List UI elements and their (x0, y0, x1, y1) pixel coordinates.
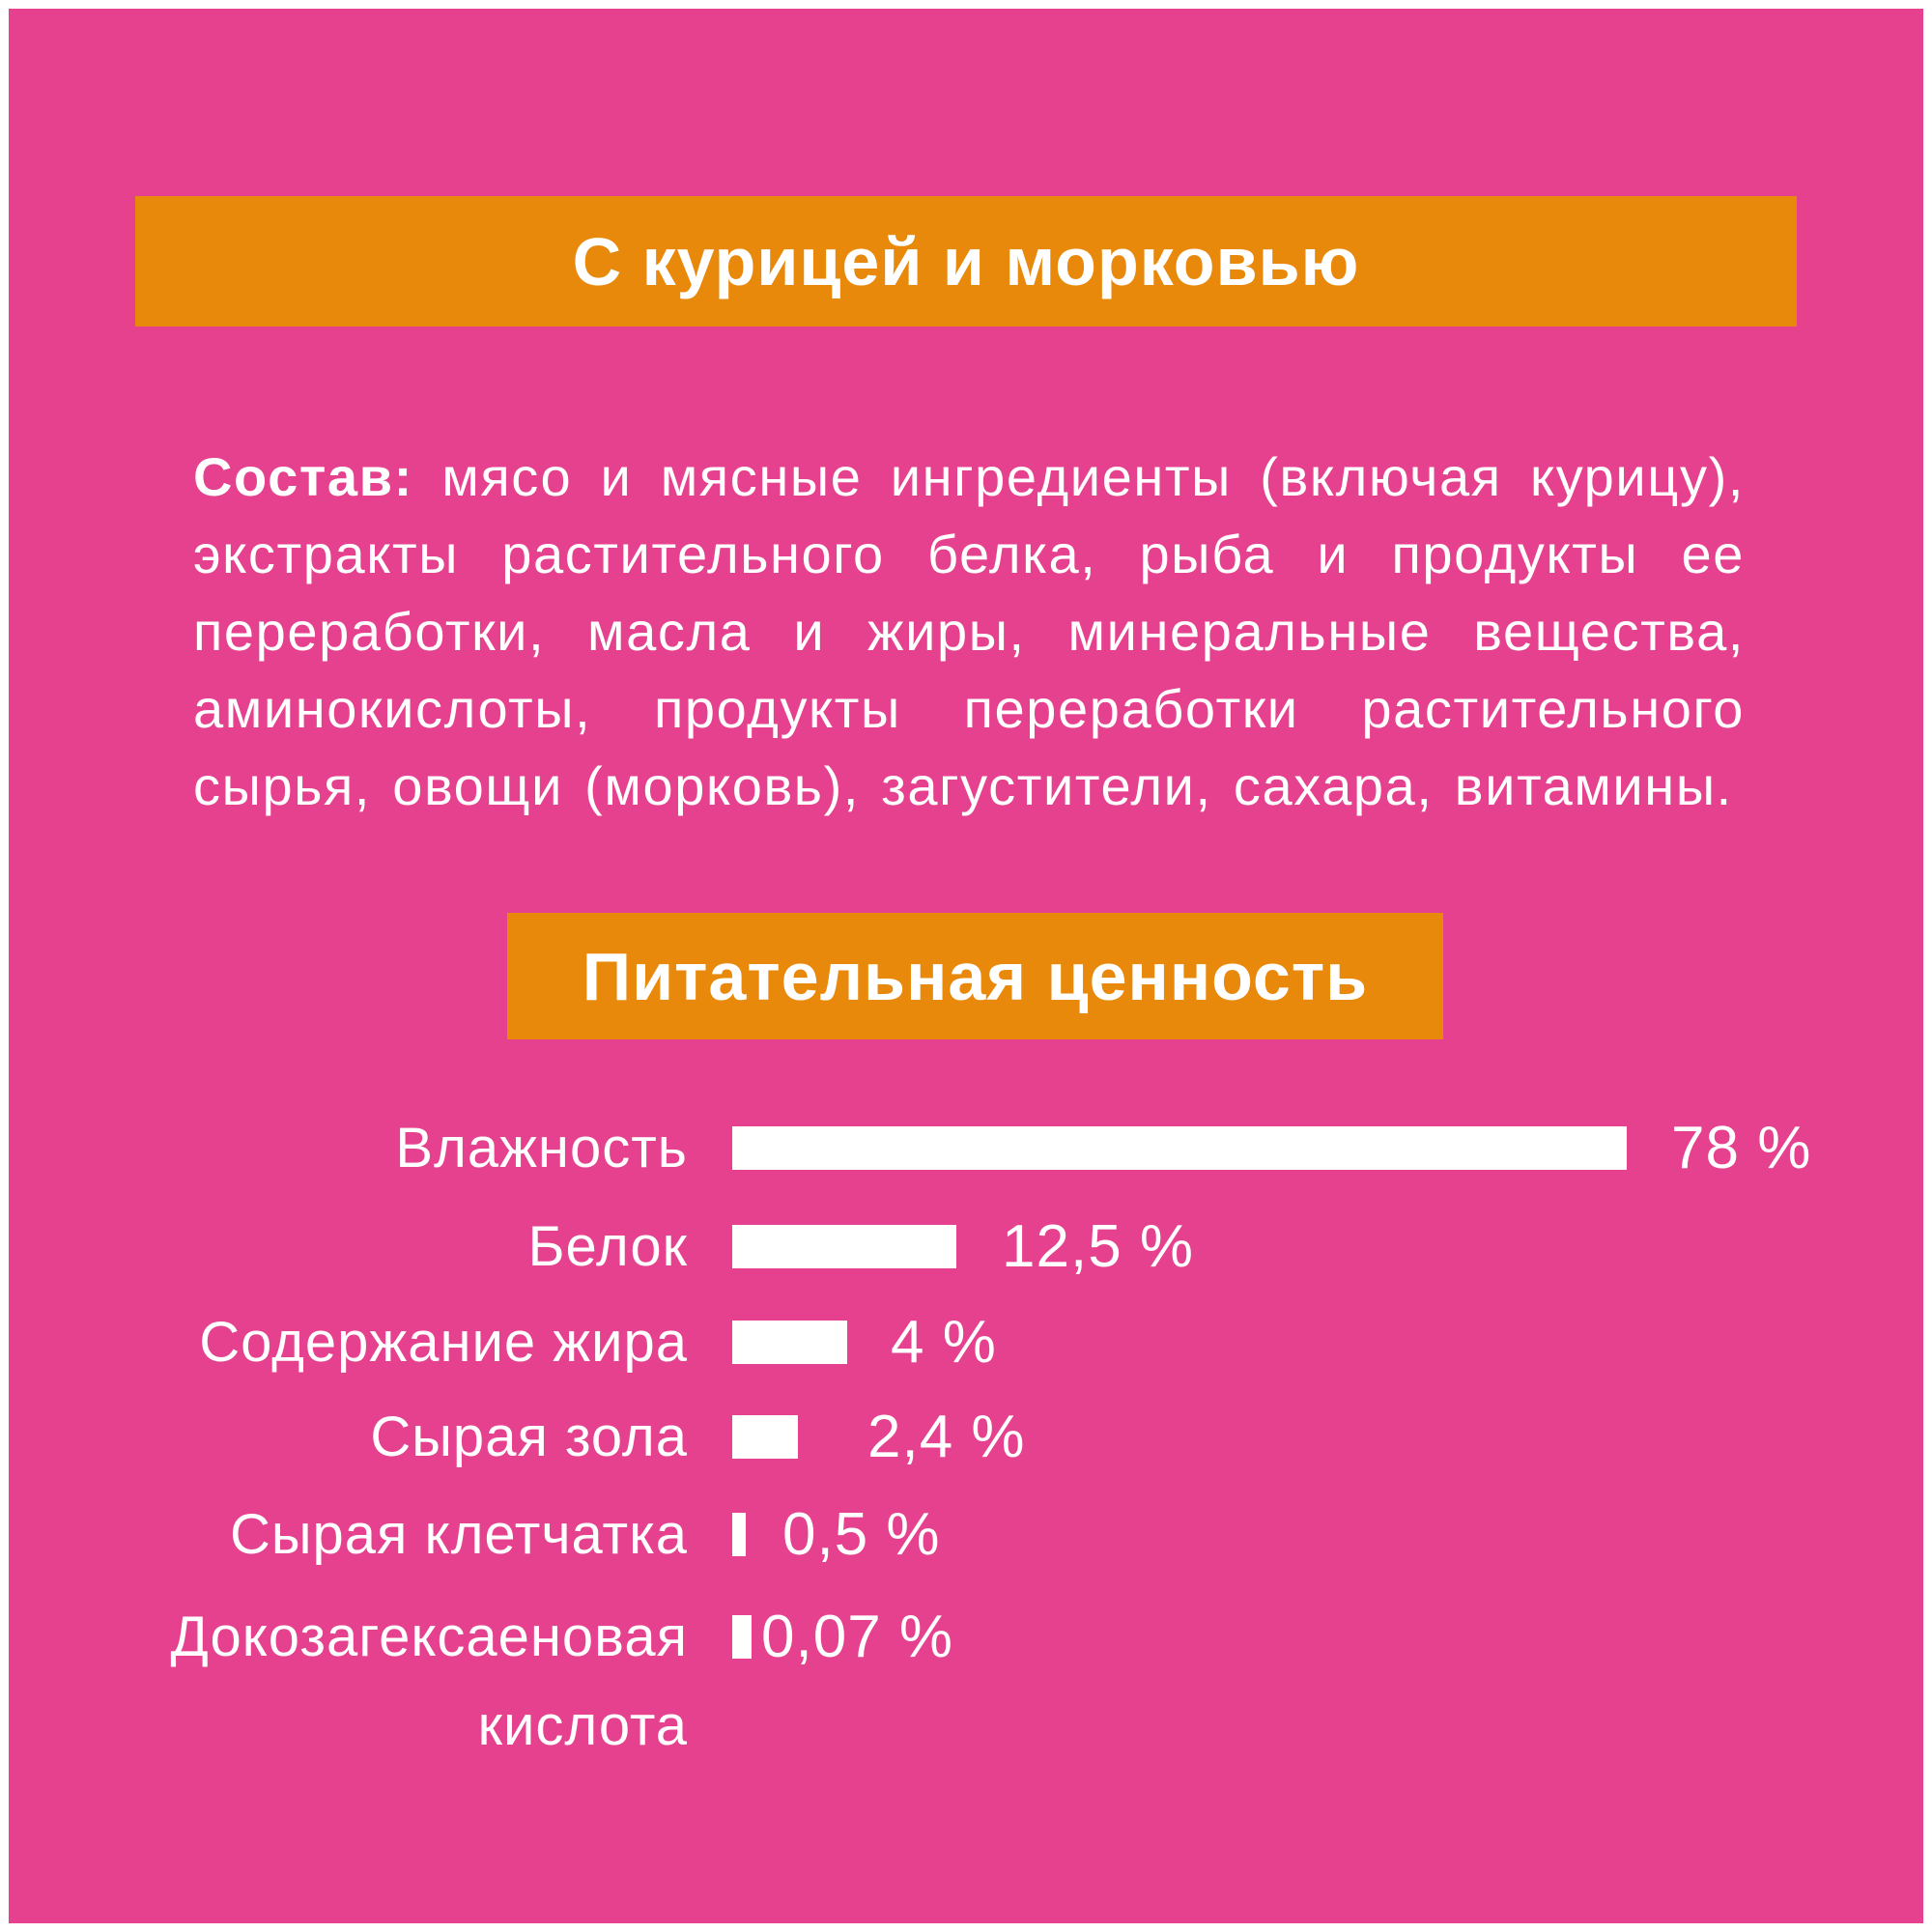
bar-dha (732, 1615, 752, 1659)
bar-label-moisture: Влажность (395, 1117, 688, 1179)
nutrition-title: Питательная ценность (582, 938, 1369, 1014)
composition-paragraph: Состав: мясо и мясные ингредиенты (включ… (193, 439, 1745, 825)
product-flavor-title: С курицей и морковью (572, 223, 1360, 299)
bar-value-fat: 4 % (891, 1309, 997, 1376)
composition-text: мясо и мясные ингредиенты (включая куриц… (193, 446, 1745, 816)
bar-label-fiber: Сырая клетчатка (229, 1503, 688, 1566)
bar-label-ash: Сырая зола (370, 1406, 688, 1468)
bar-label-dha: Докозагексаеновая кислота (170, 1605, 688, 1757)
bar-value-ash: 2,4 % (867, 1404, 1026, 1470)
bar-value-fiber: 0,5 % (782, 1501, 941, 1568)
product-flavor-banner: С курицей и морковью (135, 196, 1797, 327)
bar-value-moisture: 78 % (1671, 1115, 1812, 1181)
bar-moisture (732, 1126, 1627, 1170)
bar-protein (732, 1225, 956, 1268)
bar-label-protein: Белок (527, 1215, 688, 1278)
bar-label-fat: Содержание жира (199, 1311, 688, 1374)
bar-fiber (732, 1513, 746, 1556)
bar-fat (732, 1321, 847, 1364)
bar-value-protein: 12,5 % (1002, 1213, 1195, 1280)
nutrition-banner: Питательная ценность (507, 913, 1443, 1039)
composition-label: Состав: (193, 446, 413, 507)
bar-value-dha: 0,07 % (761, 1604, 954, 1670)
bar-ash (732, 1415, 798, 1459)
